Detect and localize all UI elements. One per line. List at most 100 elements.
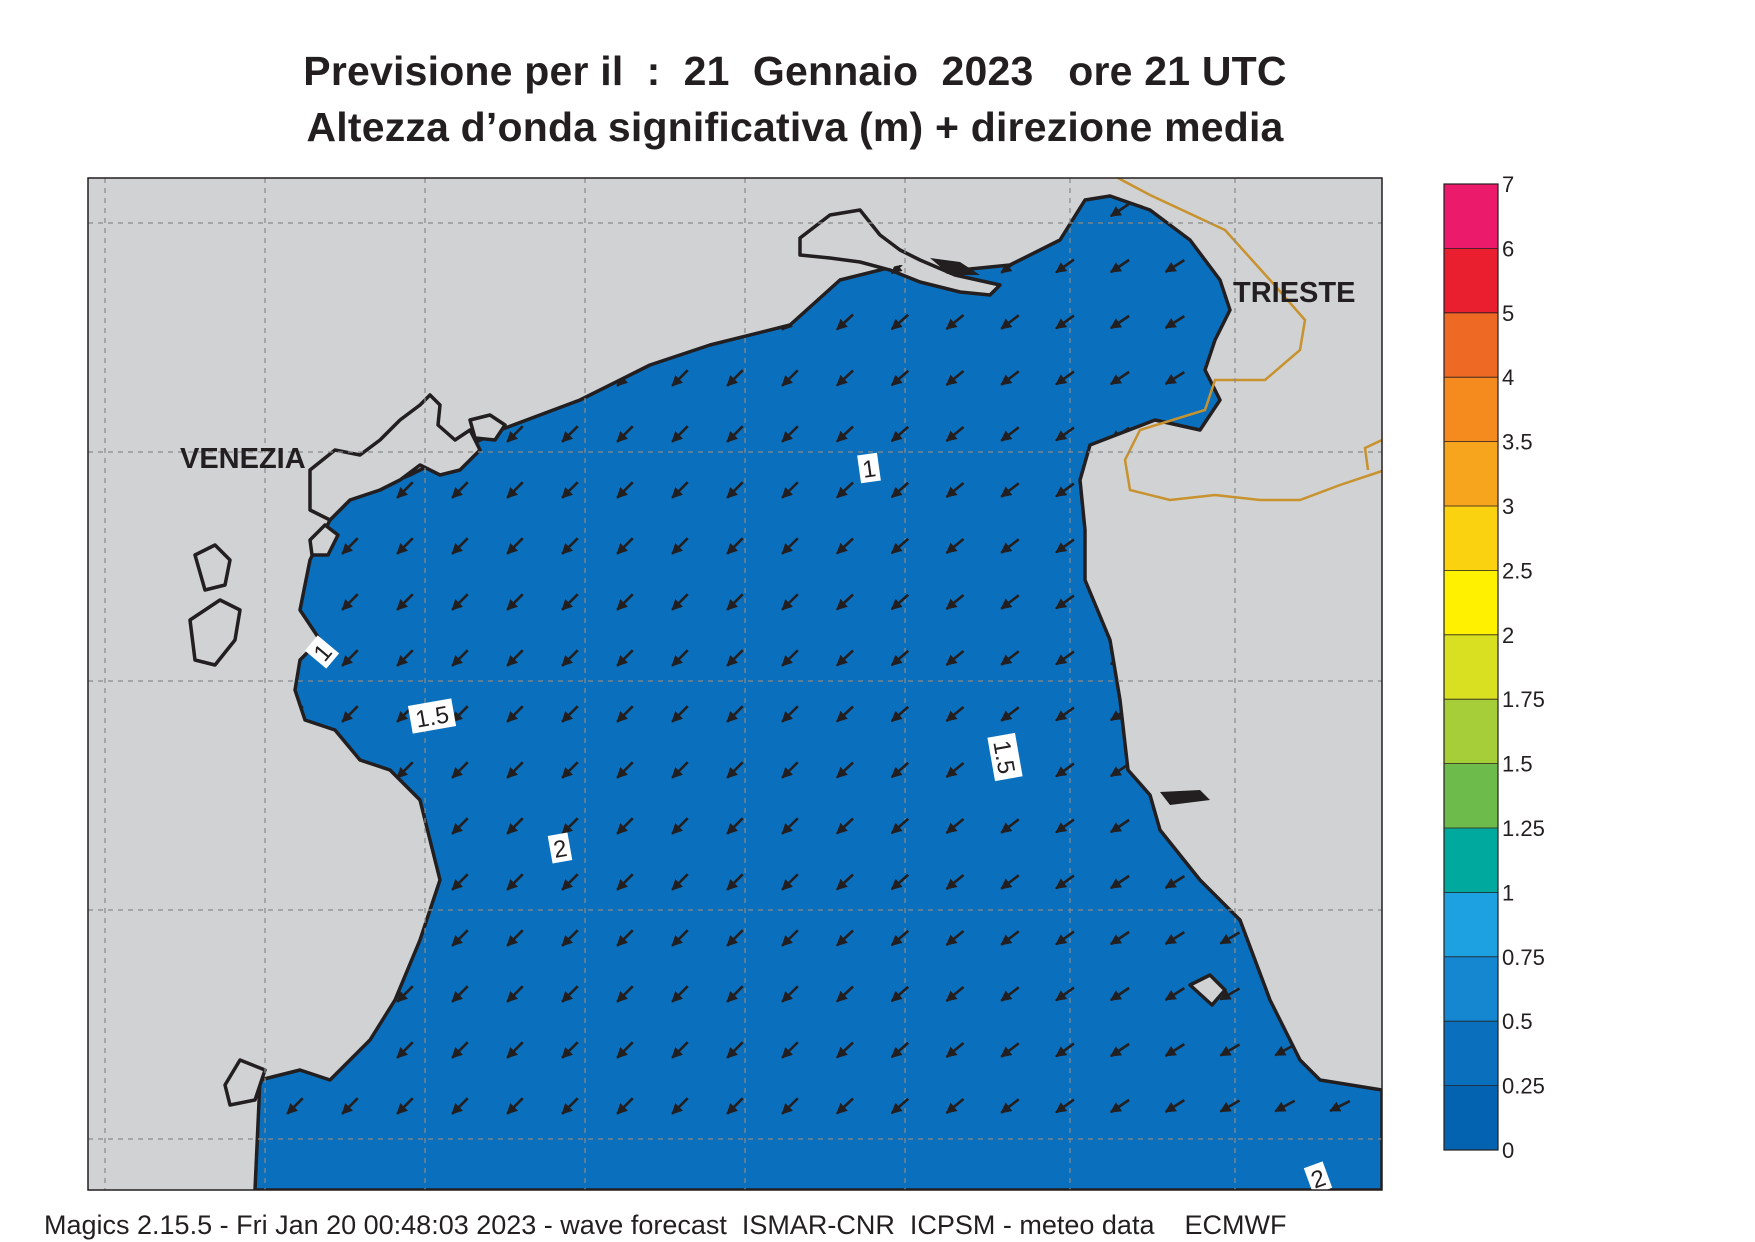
colorbar-legend: 7 6 5 4 3.5 3 2.5 2 1.75 1.5 1.25 1 0.75 0.5 0.25 0 <box>1443 172 1545 1163</box>
wave-arrow <box>1385 1045 1405 1054</box>
wave-arrow <box>671 985 689 1003</box>
colorbar-tick-label: 3 <box>1502 494 1514 519</box>
wave-arrow <box>396 649 414 667</box>
wave-arrow <box>561 873 579 891</box>
wave-arrow <box>616 1041 634 1059</box>
title-variable: Altezza d’onda significativa (m) + direz… <box>306 104 1284 150</box>
wave-arrow <box>781 1097 799 1115</box>
wave-arrow <box>726 873 744 891</box>
wave-arrow <box>341 1097 359 1115</box>
wave-arrow <box>671 649 689 667</box>
wave-arrow <box>1385 597 1405 606</box>
wave-arrow <box>506 537 524 555</box>
wave-arrow <box>286 1097 304 1115</box>
wave-arrow <box>506 593 524 611</box>
wave-arrow <box>561 817 579 835</box>
wave-arrow <box>836 537 854 555</box>
colorbar-frame <box>1443 183 1499 1151</box>
wave-arrow <box>1385 317 1405 326</box>
wave-arrow <box>561 481 579 499</box>
wave-arrow <box>1109 762 1130 778</box>
wave-arrow <box>1164 875 1186 889</box>
wave-arrow <box>341 593 359 611</box>
wave-arrow <box>561 425 579 443</box>
wave-arrow <box>671 817 689 835</box>
wave-arrow <box>1385 709 1405 718</box>
wave-arrow <box>1164 371 1186 385</box>
wave-arrow <box>890 761 910 779</box>
wave-arrow <box>1385 205 1405 214</box>
wave-arrow <box>616 649 634 667</box>
wave-arrow <box>1109 1098 1130 1114</box>
wave-arrow <box>1055 594 1075 610</box>
contour-label: 1 <box>857 452 881 484</box>
wave-arrow <box>1109 1042 1130 1058</box>
wave-arrow <box>1000 986 1020 1002</box>
wave-arrow <box>506 817 524 835</box>
wave-arrow <box>616 481 634 499</box>
wave-arrow <box>1109 314 1130 330</box>
wave-arrow <box>616 817 634 835</box>
wave-arrow <box>836 929 854 947</box>
wave-arrow <box>1055 314 1075 330</box>
wave-arrow <box>561 1041 579 1059</box>
wave-arrow <box>726 425 744 443</box>
wave-arrow <box>506 649 524 667</box>
colorbar-swatch <box>1444 699 1498 765</box>
contour-label: 1.5 <box>407 698 457 734</box>
wave-arrow <box>451 481 469 499</box>
wave-arrow <box>451 929 469 947</box>
wave-arrow <box>506 1097 524 1115</box>
wave-arrow <box>506 481 524 499</box>
wave-arrow <box>945 314 965 330</box>
wave-arrow <box>671 929 689 947</box>
wave-arrow <box>836 873 854 891</box>
colorbar-swatch <box>1444 956 1498 1022</box>
wave-arrow <box>396 1097 414 1115</box>
wave-arrow <box>836 425 854 443</box>
wave-arrow <box>1055 370 1075 386</box>
wave-arrow <box>561 985 579 1003</box>
wave-arrow <box>1000 706 1020 722</box>
wave-arrow <box>1055 1098 1075 1114</box>
wave-arrow <box>1164 931 1186 945</box>
wave-arrow <box>616 425 634 443</box>
wave-arrow <box>1055 874 1075 890</box>
colorbar-tick-label: 1.25 <box>1502 816 1545 841</box>
wave-arrow <box>781 761 799 779</box>
wave-arrow <box>1000 1042 1020 1058</box>
wave-arrow <box>671 1041 689 1059</box>
wave-arrow <box>341 705 359 723</box>
colorbar-tick-label: 0.75 <box>1502 945 1545 970</box>
wave-arrow <box>506 425 524 443</box>
contour-label: 2 <box>1303 1161 1333 1190</box>
map-frame <box>87 177 1383 1191</box>
wave-arrow <box>1000 930 1020 946</box>
wave-arrow <box>671 593 689 611</box>
wave-arrow <box>1055 650 1075 666</box>
wave-arrow <box>1385 541 1405 550</box>
wave-arrow <box>1000 538 1020 554</box>
wave-arrow <box>781 873 799 891</box>
wave-arrow <box>396 481 414 499</box>
graticule <box>88 178 1382 1190</box>
wave-arrow <box>945 1098 965 1114</box>
wave-arrow <box>506 873 524 891</box>
colorbar-swatch <box>1444 1085 1498 1151</box>
wave-arrow <box>1219 931 1241 945</box>
wave-arrow <box>396 985 414 1003</box>
colorbar-swatch <box>1444 441 1498 507</box>
colorbar-tick-label: 6 <box>1502 236 1514 261</box>
wave-arrow <box>341 649 359 667</box>
wave-arrow <box>836 817 854 835</box>
wave-arrow <box>1055 538 1075 554</box>
colorbar-tick-label: 1 <box>1502 880 1514 905</box>
wave-arrow <box>1055 258 1075 274</box>
wave-arrow <box>890 1041 910 1059</box>
wave-arrow <box>1000 314 1020 330</box>
wave-arrow <box>1055 818 1075 834</box>
wave-arrow <box>1164 259 1186 273</box>
wave-arrow <box>781 425 799 443</box>
wave-arrow <box>781 649 799 667</box>
wave-arrow <box>726 537 744 555</box>
